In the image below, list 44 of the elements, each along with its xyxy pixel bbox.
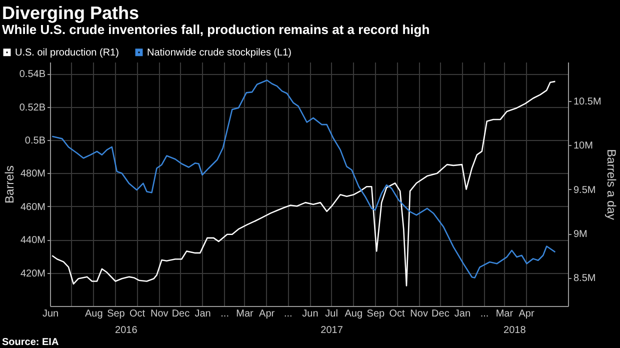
x-tick-label: Jan — [454, 308, 471, 320]
text: 2017 — [320, 325, 344, 336]
x-tick-label: Jun — [302, 308, 318, 320]
x-tick-label: Mar — [236, 308, 254, 320]
y-tick-label: 440M — [20, 235, 46, 246]
x-tick-label: Dec — [172, 308, 190, 320]
y2-tick-label: 9M — [574, 229, 588, 240]
x-tick-label: Nov — [150, 308, 168, 320]
x-tick-label: Oct — [389, 308, 406, 320]
y-tick-label: 0.54B — [19, 69, 46, 80]
y2-tick-label: 10.5M — [574, 96, 602, 108]
x-tick-label: Mar — [496, 308, 514, 320]
y2-tick-label: 9.5M — [574, 184, 596, 196]
text: 2016 — [115, 325, 138, 336]
y-tick-label: 0.5B — [24, 136, 46, 147]
y-axis-title: Barrels — [2, 165, 16, 204]
y-tick-label: 480M — [20, 168, 46, 180]
x-tick-label: Apr — [518, 308, 535, 320]
x-tick-label: Dec — [432, 308, 450, 320]
x-tick-label: ... — [480, 308, 489, 320]
x-tick-label: Jan — [194, 308, 211, 320]
y-tick-label: 0.52B — [19, 102, 46, 114]
x-tick-label: ... — [220, 308, 229, 320]
chart-title: Diverging Paths — [2, 3, 140, 23]
x-tick-label: ... — [284, 308, 292, 320]
y-tick-label: 420M — [20, 268, 46, 280]
x-tick-label: Apr — [259, 308, 276, 320]
source-note: Source: EIA — [2, 337, 59, 348]
x-tick-label: Sep — [107, 308, 126, 320]
y2-tick-label: 8.5M — [574, 273, 596, 284]
x-tick-label: Jul — [325, 308, 338, 320]
y2-tick-label: 10M — [574, 140, 593, 152]
chart-subtitle: While U.S. crude inventories fall, production remains at a record high — [2, 22, 430, 37]
legend-label: U.S. oil production (R1) — [15, 47, 119, 58]
text: 2018 — [504, 325, 526, 336]
y-tick-label: 460M — [20, 202, 46, 213]
x-tick-label: Nov — [410, 308, 428, 320]
y2-axis-title: Barrels a day — [604, 149, 618, 220]
x-tick-label: Aug — [344, 308, 363, 320]
x-tick-label: Jun — [42, 308, 59, 320]
x-tick-label: Aug — [85, 308, 103, 320]
legend-label: Nationwide crude stockpiles (L1) — [147, 47, 292, 58]
x-tick-label: Sep — [366, 308, 386, 320]
x-tick-label: Oct — [130, 308, 146, 320]
